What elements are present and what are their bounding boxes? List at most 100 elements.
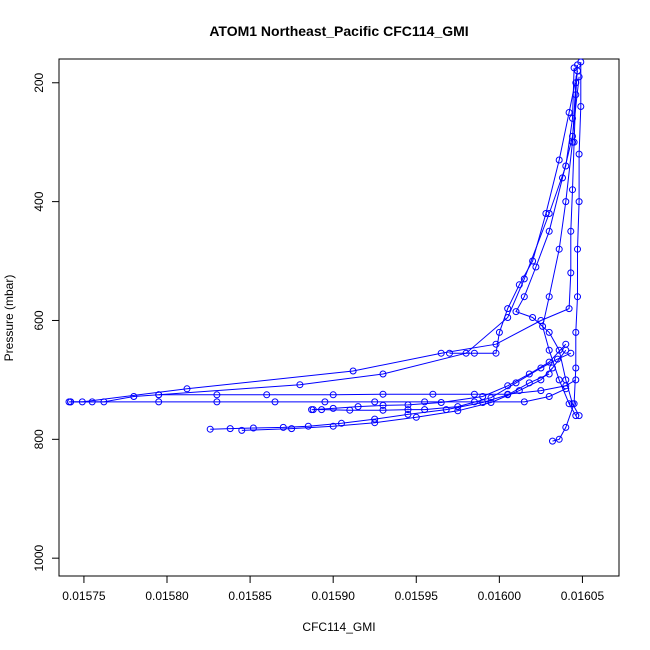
series-line xyxy=(241,349,567,431)
data-point xyxy=(288,425,296,433)
data-point xyxy=(525,370,533,378)
y-tick-label: 600 xyxy=(32,310,46,330)
data-point xyxy=(572,328,580,336)
data-point xyxy=(421,398,429,406)
y-tick-label: 800 xyxy=(32,429,46,449)
data-point xyxy=(437,349,445,357)
data-point xyxy=(577,103,585,110)
data-point xyxy=(545,346,553,354)
x-tick-label: 0.01600 xyxy=(478,589,522,603)
data-point xyxy=(504,382,512,390)
data-point xyxy=(569,114,576,122)
data-point xyxy=(321,398,329,406)
data-point xyxy=(532,263,540,271)
data-point xyxy=(545,393,553,400)
plot-frame xyxy=(58,58,620,577)
data-point xyxy=(67,398,75,406)
data-point xyxy=(549,437,556,445)
data-point xyxy=(555,245,563,253)
data-point xyxy=(555,156,563,164)
data-point xyxy=(213,398,221,406)
data-point xyxy=(379,370,387,378)
data-point xyxy=(354,403,362,411)
data-point xyxy=(329,422,337,430)
series-0 xyxy=(65,61,581,406)
data-point xyxy=(520,398,528,406)
data-point xyxy=(304,422,312,430)
data-point xyxy=(512,308,520,316)
data-point xyxy=(539,322,547,330)
data-point xyxy=(569,138,576,146)
data-point xyxy=(529,257,537,265)
data-point xyxy=(379,401,387,409)
data-point xyxy=(555,346,563,354)
y-axis: 200 400 600 800 1000 xyxy=(32,72,59,572)
data-point xyxy=(263,391,271,399)
x-tick-label: 0.01585 xyxy=(228,589,272,603)
data-point xyxy=(562,423,570,431)
series-line xyxy=(515,76,580,416)
data-point xyxy=(545,358,553,366)
data-point xyxy=(88,398,96,406)
data-point xyxy=(487,394,495,402)
x-tick-label: 0.01605 xyxy=(561,589,605,603)
series-line xyxy=(313,343,567,411)
data-point xyxy=(338,419,345,427)
data-point xyxy=(429,390,437,398)
data-point xyxy=(404,406,412,414)
series-line xyxy=(210,373,550,430)
data-point xyxy=(504,391,512,399)
data-point xyxy=(371,415,379,423)
data-point xyxy=(545,328,553,336)
data-point xyxy=(271,398,279,406)
x-tick-label: 0.01595 xyxy=(395,589,439,603)
data-point xyxy=(515,281,523,289)
data-point xyxy=(537,387,545,395)
series-line xyxy=(542,82,577,416)
data-point xyxy=(572,79,580,87)
data-point xyxy=(575,150,583,158)
data-point xyxy=(329,404,337,412)
data-point xyxy=(446,349,453,357)
x-axis-label: CFC114_GMI xyxy=(302,620,375,634)
series-line xyxy=(449,70,578,354)
data-point xyxy=(437,399,445,406)
data-point xyxy=(572,412,580,420)
data-point xyxy=(562,198,570,206)
series-1 xyxy=(67,64,578,406)
data-point xyxy=(492,340,500,348)
data-point xyxy=(296,381,304,389)
data-point xyxy=(279,423,287,431)
data-point xyxy=(562,376,570,384)
x-tick-label: 0.01590 xyxy=(311,589,355,603)
series-line xyxy=(70,388,567,403)
data-point xyxy=(470,398,478,406)
series-11 xyxy=(539,79,580,420)
data-point xyxy=(487,399,495,406)
data-point xyxy=(567,269,575,277)
series-9 xyxy=(512,73,583,420)
data-point xyxy=(454,407,462,415)
data-point xyxy=(537,376,545,384)
series-line xyxy=(158,379,577,396)
data-point xyxy=(574,67,581,75)
series-7 xyxy=(238,346,570,434)
data-point xyxy=(520,293,528,301)
data-point xyxy=(537,364,545,372)
data-point xyxy=(249,424,257,432)
data-point xyxy=(574,245,581,253)
data-point xyxy=(412,413,420,421)
data-point xyxy=(371,419,379,427)
data-point xyxy=(371,398,379,406)
series-8 xyxy=(549,58,585,445)
series-line xyxy=(552,62,582,442)
data-point xyxy=(515,387,523,395)
series-line xyxy=(69,64,578,403)
data-point xyxy=(155,398,163,406)
chart-title: ATOM1 Northeast_Pacific CFC114_GMI xyxy=(209,23,468,39)
data-point xyxy=(213,391,221,399)
data-point xyxy=(329,391,337,399)
data-point xyxy=(130,393,138,400)
data-point xyxy=(559,174,566,182)
data-point xyxy=(349,367,357,375)
